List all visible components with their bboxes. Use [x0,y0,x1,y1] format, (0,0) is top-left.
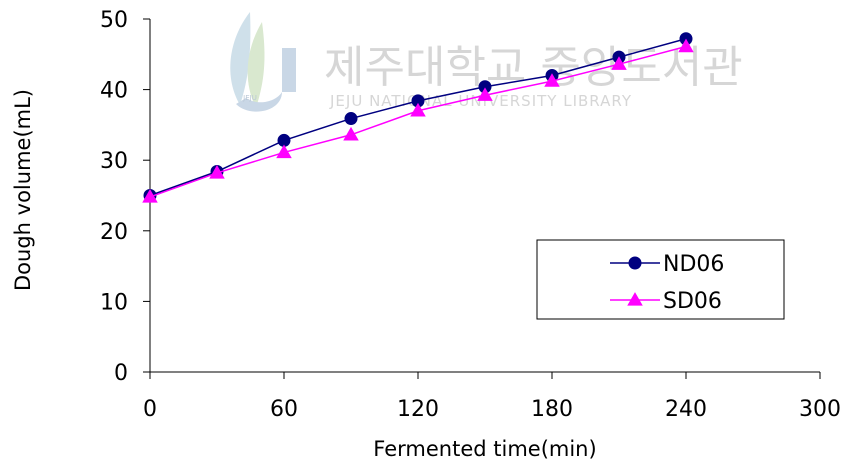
data-point [343,126,359,141]
y-tick-label: 40 [100,79,128,104]
data-point [276,144,292,159]
x-tick-label: 60 [270,397,298,422]
watermark: JEJU 제주대학교 중앙도서관 JEJU NATIONAL UNIVERSIT… [230,12,743,112]
legend-label: ND06 [663,252,724,277]
library-logo: JEJU [230,12,296,112]
y-tick-label: 10 [100,290,128,315]
data-point [611,56,627,70]
y-tick-label: 0 [114,361,128,386]
x-tick-label: 180 [531,397,573,422]
x-tick-label: 0 [143,397,157,422]
data-point [544,73,560,87]
y-tick-label: 30 [100,149,128,174]
data-point [209,165,225,179]
x-tick-label: 300 [799,397,841,422]
x-tick-label: 240 [665,397,707,422]
legend-label: SD06 [663,289,722,314]
y-tick-label: 50 [100,8,128,33]
y-axis-title: Dough volume(mL) [11,89,35,291]
series-SD06 [142,38,694,203]
watermark-subtitle: JEJU NATIONAL UNIVERSITY LIBRARY [329,92,632,110]
series-layer [142,32,694,203]
x-axis-title: Fermented time(min) [373,437,596,461]
axes: 0 10 20 30 40 50 0 60 120 180 240 300 [100,8,841,422]
logo-text: JEJU [242,94,257,102]
data-point [410,102,426,117]
data-point [142,189,158,203]
legend-box [536,239,785,320]
data-point [477,87,493,101]
legend: ND06 SD06 [536,239,785,320]
y-tick-label: 20 [100,220,128,245]
legend-marker [628,256,642,270]
legend-marker [627,292,643,306]
data-point [678,38,694,53]
series-ND06 [143,32,693,202]
x-tick-label: 120 [397,397,439,422]
data-point [344,112,358,126]
